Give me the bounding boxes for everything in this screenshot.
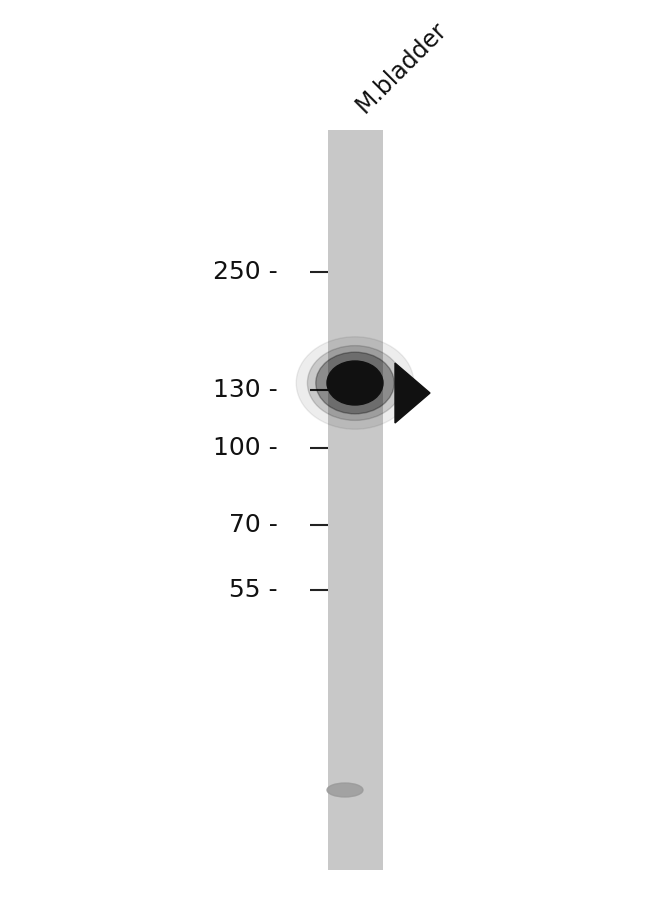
Ellipse shape	[327, 361, 383, 405]
Text: 70 -: 70 -	[229, 513, 278, 537]
Text: 100 -: 100 -	[213, 436, 278, 460]
Polygon shape	[395, 363, 430, 423]
Text: 55 -: 55 -	[229, 578, 278, 602]
Text: 130 -: 130 -	[213, 378, 278, 402]
Ellipse shape	[327, 783, 363, 797]
Ellipse shape	[296, 337, 414, 429]
Bar	[328, 130, 382, 870]
Text: 250 -: 250 -	[213, 260, 278, 284]
Text: M.bladder: M.bladder	[351, 17, 451, 118]
Ellipse shape	[307, 345, 402, 420]
Ellipse shape	[316, 352, 394, 414]
